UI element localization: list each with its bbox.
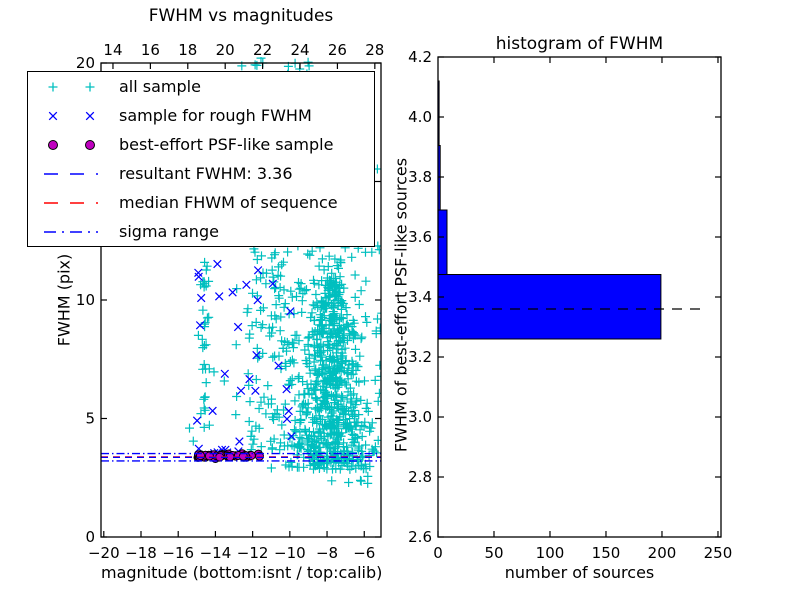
svg-text:2.8: 2.8 [408,468,432,486]
legend: all sample sample for rough FWHM best-ef… [27,71,375,247]
left-plot-title: FWHM vs magnitudes [148,6,334,26]
right-x-axis-label: number of sources [504,563,655,582]
hist-bar [437,274,662,340]
red-dashed-line-icon [44,201,98,204]
svg-text:16: 16 [141,41,160,59]
legend-label: best-effort PSF-like sample [119,135,334,154]
blue-dashed-line-icon [44,172,98,175]
legend-label: sigma range [119,222,219,241]
svg-text:−8: −8 [316,544,338,562]
series-all-mid [242,244,302,455]
svg-text:−20: −20 [88,544,120,562]
series-all-halo [266,241,381,488]
svg-text:20: 20 [216,41,235,59]
svg-text:0: 0 [85,528,95,546]
svg-text:28: 28 [365,41,384,59]
svg-text:10: 10 [76,291,95,309]
svg-text:3.2: 3.2 [408,348,432,366]
right-y-axis-label: FWHM of best-effort PSF-like sources [391,157,411,453]
svg-text:22: 22 [253,41,272,59]
svg-text:3.8: 3.8 [408,168,432,186]
legend-item-all-sample: all sample [36,72,374,101]
svg-text:100: 100 [536,544,565,562]
svg-text:−10: −10 [274,544,306,562]
legend-label: resultant FWHM: 3.36 [119,164,293,183]
svg-text:−12: −12 [237,544,269,562]
x-marker-icon [48,111,95,120]
svg-text:150: 150 [592,544,621,562]
svg-text:−6: −6 [353,544,375,562]
svg-text:4.0: 4.0 [408,108,432,126]
dot-marker-icon [48,139,95,150]
legend-label: sample for rough FWHM [119,106,312,125]
svg-text:250: 250 [704,544,733,562]
left-y-axis-label: FWHM (pix) [54,253,74,347]
legend-item-rough-fwhm-sample: sample for rough FWHM [36,101,374,130]
svg-text:2.6: 2.6 [408,528,432,546]
legend-item-sigma-range: sigma range [36,217,374,246]
legend-item-psf-like-sample: best-effort PSF-like sample [36,130,374,159]
hist-bar [437,209,448,275]
svg-text:−18: −18 [125,544,157,562]
svg-text:3.0: 3.0 [408,408,432,426]
blue-dashdot-line-icon [44,230,98,233]
svg-text:−14: −14 [200,544,232,562]
svg-text:0: 0 [433,544,443,562]
svg-text:20: 20 [76,54,95,72]
series-psf-like-band [193,449,264,463]
right-plot-title: histogram of FWHM [495,34,664,54]
svg-text:50: 50 [484,544,503,562]
svg-text:−16: −16 [162,544,194,562]
legend-label: median FHWM of sequence [119,193,338,212]
svg-text:26: 26 [328,41,347,59]
svg-text:3.6: 3.6 [408,228,432,246]
svg-text:24: 24 [290,41,309,59]
svg-text:5: 5 [85,410,95,428]
legend-item-median-fwhm: median FHWM of sequence [36,188,374,217]
histogram-layer [437,80,707,340]
legend-label: all sample [119,77,201,96]
series-rough-scatter [192,259,296,446]
svg-text:3.4: 3.4 [408,288,432,306]
plus-marker-icon [48,82,95,91]
svg-text:4.2: 4.2 [408,48,432,66]
legend-item-resultant-fwhm: resultant FWHM: 3.36 [36,159,374,188]
svg-text:14: 14 [103,41,122,59]
svg-text:200: 200 [648,544,677,562]
series-all-right-edge [372,164,381,255]
left-x-axis-label: magnitude (bottom:isnt / top:calib) [101,563,383,582]
svg-text:18: 18 [178,41,197,59]
